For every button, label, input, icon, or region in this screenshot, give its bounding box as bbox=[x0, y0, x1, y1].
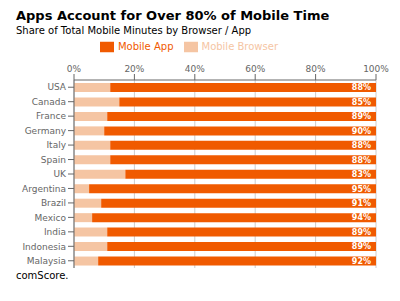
html-text:Share of Total Mobile Minutes: Share of Total Mobile Minutes by Browser… bbox=[16, 25, 252, 36]
svg-text:94%: 94% bbox=[352, 213, 371, 222]
svg-text:Canada: Canada bbox=[32, 97, 66, 107]
svg-text:89%: 89% bbox=[352, 242, 371, 251]
svg-text:0%: 0% bbox=[67, 64, 82, 74]
html-text:comScore.: comScore. bbox=[16, 270, 69, 281]
svg-text:89%: 89% bbox=[352, 112, 371, 121]
svg-text:85%: 85% bbox=[352, 98, 371, 107]
svg-text:100%: 100% bbox=[363, 64, 389, 74]
svg-text:89%: 89% bbox=[352, 228, 371, 237]
svg-text:91%: 91% bbox=[352, 199, 371, 208]
svg-text:Germany: Germany bbox=[25, 126, 67, 136]
svg-text:92%: 92% bbox=[352, 257, 371, 266]
svg-text:88%: 88% bbox=[352, 83, 371, 92]
svg-text:60%: 60% bbox=[245, 64, 265, 74]
svg-text:20%: 20% bbox=[124, 64, 144, 74]
svg-text:Indonesia: Indonesia bbox=[22, 242, 66, 252]
svg-text:80%: 80% bbox=[306, 64, 326, 74]
svg-text:Malaysia: Malaysia bbox=[27, 256, 66, 266]
html-text:Apps Account for Over 80% of M: Apps Account for Over 80% of Mobile Time bbox=[16, 8, 330, 23]
svg-text:95%: 95% bbox=[352, 185, 371, 194]
svg-text:Spain: Spain bbox=[41, 155, 66, 165]
svg-text:88%: 88% bbox=[352, 156, 371, 165]
svg-text:UK: UK bbox=[54, 169, 68, 179]
svg-text:Argentina: Argentina bbox=[22, 184, 66, 194]
html-text:Mobile Browser: Mobile Browser bbox=[201, 41, 278, 52]
svg-text:90%: 90% bbox=[352, 127, 371, 136]
svg-text:France: France bbox=[36, 111, 66, 121]
svg-text:Mexico: Mexico bbox=[35, 213, 67, 223]
svg-text:Italy: Italy bbox=[46, 140, 66, 150]
html-text:Mobile App: Mobile App bbox=[118, 41, 174, 52]
svg-text:40%: 40% bbox=[185, 64, 205, 74]
svg-text:83%: 83% bbox=[352, 170, 371, 179]
svg-text:Brazil: Brazil bbox=[41, 198, 66, 208]
svg-text:88%: 88% bbox=[352, 141, 371, 150]
svg-text:India: India bbox=[44, 227, 66, 237]
svg-text:USA: USA bbox=[47, 82, 66, 92]
